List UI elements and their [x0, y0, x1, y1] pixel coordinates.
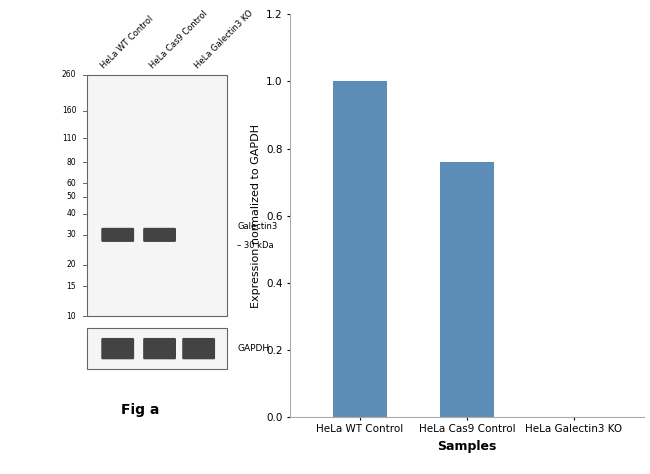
- FancyBboxPatch shape: [101, 228, 134, 242]
- Bar: [333, 82, 387, 417]
- Text: 110: 110: [62, 134, 76, 143]
- Text: 60: 60: [66, 179, 76, 188]
- Text: 15: 15: [67, 282, 76, 291]
- Y-axis label: Expression normalized to GAPDH: Expression normalized to GAPDH: [251, 124, 261, 308]
- FancyBboxPatch shape: [87, 75, 227, 317]
- FancyBboxPatch shape: [87, 328, 227, 369]
- FancyBboxPatch shape: [101, 338, 134, 359]
- X-axis label: Samples: Samples: [437, 439, 497, 453]
- Text: 10: 10: [67, 312, 76, 321]
- Text: Galectin3: Galectin3: [237, 222, 278, 231]
- Text: 30: 30: [66, 230, 76, 239]
- Bar: [440, 162, 494, 417]
- Text: HeLa Galectin3 KO: HeLa Galectin3 KO: [193, 9, 255, 71]
- Text: Fig a: Fig a: [122, 403, 160, 417]
- Text: HeLa Cas9 Control: HeLa Cas9 Control: [148, 9, 209, 71]
- Text: 260: 260: [62, 70, 76, 79]
- Text: 40: 40: [66, 209, 76, 218]
- Text: 20: 20: [67, 261, 76, 269]
- FancyBboxPatch shape: [143, 338, 176, 359]
- FancyBboxPatch shape: [182, 338, 215, 359]
- Text: 80: 80: [67, 158, 76, 166]
- FancyBboxPatch shape: [143, 228, 176, 242]
- Text: GAPDH: GAPDH: [237, 344, 269, 353]
- Text: 50: 50: [66, 192, 76, 201]
- Text: 160: 160: [62, 106, 76, 115]
- Text: HeLa WT Control: HeLa WT Control: [99, 15, 155, 71]
- Text: – 30 kDa: – 30 kDa: [237, 241, 274, 250]
